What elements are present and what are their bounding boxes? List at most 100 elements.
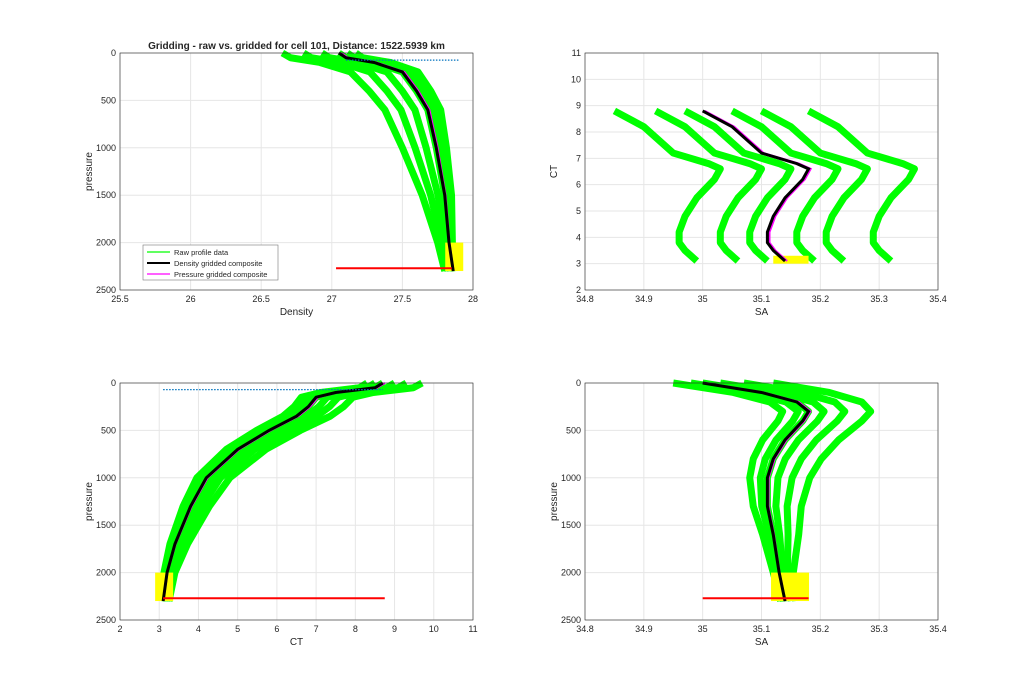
y-tick-label: 3	[576, 259, 581, 269]
y-tick-label: 2000	[96, 238, 116, 248]
y-axis-label: pressure	[84, 482, 95, 521]
y-tick-label: 5	[576, 206, 581, 216]
x-tick-label: 8	[353, 624, 358, 634]
y-axis-label: pressure	[84, 152, 95, 191]
x-tick-label: 27	[327, 294, 337, 304]
raw-profile-line	[653, 107, 765, 264]
y-tick-label: 11	[572, 48, 581, 58]
x-tick-label: 26	[186, 294, 196, 304]
y-axis-label: pressure	[549, 482, 560, 521]
axes-box	[584, 52, 939, 291]
raw-profile-line	[772, 379, 875, 602]
legend-entry: Pressure gridded composite	[174, 270, 267, 279]
y-tick-label: 0	[576, 378, 581, 388]
y-tick-label: 2	[576, 285, 581, 295]
y-tick-label: 0	[111, 378, 116, 388]
x-tick-label: 35.3	[870, 294, 888, 304]
x-tick-label: 2	[117, 624, 122, 634]
y-tick-label: 2500	[561, 615, 581, 625]
x-tick-label: 35.2	[812, 624, 830, 634]
density-composite-line	[338, 51, 455, 272]
x-axis-label: Density	[280, 307, 313, 318]
x-tick-label: 3	[157, 624, 162, 634]
raw-profile-line	[165, 379, 424, 602]
x-tick-label: 34.9	[635, 624, 653, 634]
y-tick-label: 4	[576, 232, 581, 242]
yellow-bottom-patch	[773, 255, 809, 264]
y-tick-label: 8	[576, 127, 581, 137]
x-tick-label: 35.3	[870, 624, 888, 634]
x-axis-label: SA	[755, 307, 769, 318]
chart-title: Gridding - raw vs. gridded for cell 101,…	[148, 41, 445, 52]
x-tick-label: 35	[698, 624, 708, 634]
y-tick-label: 0	[111, 48, 116, 58]
y-tick-label: 2500	[96, 285, 116, 295]
y-tick-label: 500	[566, 425, 581, 435]
y-tick-label: 500	[101, 95, 116, 105]
y-tick-label: 1500	[96, 520, 116, 530]
y-tick-label: 1000	[96, 143, 116, 153]
y-axis-label: CT	[549, 165, 560, 178]
x-tick-label: 5	[235, 624, 240, 634]
x-tick-label: 35.1	[753, 294, 771, 304]
raw-profile-line	[719, 379, 828, 602]
subplot-2: 34.8 34.9 35 35.1 35.2 35.3 35.4 2 3 4 5 6 7 8 9 10 11 SA…	[549, 48, 947, 318]
axes-box	[584, 382, 939, 621]
x-tick-label: 34.9	[635, 294, 653, 304]
axes-box	[119, 52, 474, 291]
x-tick-label: 9	[392, 624, 397, 634]
axes-box	[119, 382, 474, 621]
x-tick-label: 35.4	[929, 294, 947, 304]
yellow-bottom-patch	[445, 242, 464, 272]
subplot-4: 34.8 34.9 35 35.1 35.2 35.3 35.4 0 500 1000 1500 20…	[549, 378, 947, 648]
legend-entry: Density gridded composite	[174, 259, 262, 268]
y-tick-label: 2500	[96, 615, 116, 625]
y-tick-label: 9	[576, 101, 581, 111]
y-tick-label: 2000	[96, 568, 116, 578]
legend-entry: Raw profile data	[174, 248, 229, 257]
x-tick-label: 4	[196, 624, 201, 634]
raw-profile-line	[743, 379, 849, 602]
subplot-1: 25.5 26 26.5 27 27.5 28 0 500 1000 1500 2000 2500 De…	[84, 41, 478, 318]
raw-profile-line	[806, 107, 918, 264]
x-axis-label: CT	[290, 637, 303, 648]
raw-profile-line	[301, 50, 452, 272]
x-tick-label: 26.5	[252, 294, 270, 304]
raw-profile-line	[683, 107, 795, 264]
x-tick-label: 7	[314, 624, 319, 634]
raw-profile-line	[280, 49, 449, 272]
x-tick-label: 6	[274, 624, 279, 634]
x-tick-label: 35.1	[753, 624, 771, 634]
y-tick-label: 1000	[561, 473, 581, 483]
x-axis-label: SA	[755, 637, 769, 648]
y-tick-label: 6	[576, 180, 581, 190]
subplot-3: 2 3 4 5 6 7 8 9 10 11 0 500 1000 1500 2000 2500 CT pressu…	[84, 378, 478, 648]
x-tick-label: 34.8	[576, 624, 594, 634]
y-tick-label: 7	[576, 153, 581, 163]
raw-profile-line	[730, 107, 842, 264]
y-tick-label: 1500	[96, 190, 116, 200]
x-tick-label: 35.4	[929, 624, 947, 634]
y-tick-label: 10	[571, 74, 581, 84]
x-tick-label: 34.8	[576, 294, 594, 304]
raw-profile-line	[612, 107, 724, 264]
y-tick-label: 1500	[561, 520, 581, 530]
yellow-bottom-patch	[771, 572, 810, 602]
legend: Raw profile data Density gridded composit…	[142, 244, 279, 281]
density-composite-line	[161, 381, 384, 602]
x-tick-label: 35.2	[812, 294, 830, 304]
x-tick-label: 28	[468, 294, 478, 304]
raw-profile-line	[759, 107, 871, 264]
y-tick-label: 1000	[96, 473, 116, 483]
x-tick-label: 11	[468, 624, 477, 634]
x-tick-label: 25.5	[111, 294, 129, 304]
x-tick-label: 10	[429, 624, 439, 634]
density-composite-line	[702, 381, 811, 602]
x-tick-label: 27.5	[394, 294, 412, 304]
raw-profile-line	[672, 379, 787, 602]
y-tick-label: 2000	[561, 568, 581, 578]
x-tick-label: 35	[698, 294, 708, 304]
y-tick-label: 500	[101, 425, 116, 435]
density-composite-line	[701, 109, 811, 263]
